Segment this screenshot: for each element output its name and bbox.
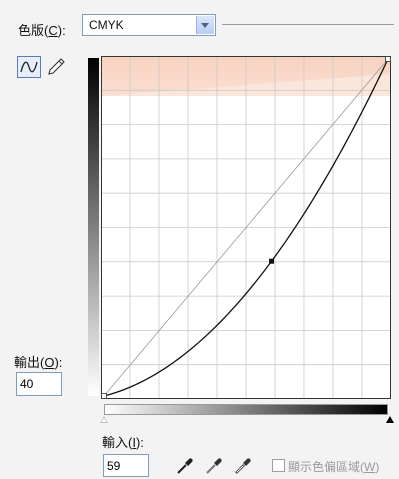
gray-eyedropper-icon bbox=[206, 458, 222, 474]
white-eyedropper-icon bbox=[235, 458, 251, 474]
input-field[interactable] bbox=[103, 454, 149, 477]
black-eyedropper-button[interactable] bbox=[175, 456, 195, 476]
curve-tool-button[interactable] bbox=[17, 56, 41, 78]
white-eyedropper-button[interactable] bbox=[233, 456, 253, 476]
curve-endpoint-end[interactable] bbox=[385, 56, 391, 62]
curve-control-point[interactable] bbox=[269, 258, 275, 264]
black-point-slider[interactable] bbox=[386, 416, 394, 423]
show-clipping-checkbox[interactable] bbox=[272, 459, 285, 472]
pencil-tool-button[interactable] bbox=[45, 56, 67, 78]
white-point-slider[interactable] bbox=[100, 416, 108, 423]
graph-border bbox=[101, 56, 391, 399]
chevron-down-icon[interactable] bbox=[196, 16, 214, 34]
baseline-diagonal bbox=[103, 58, 389, 397]
curve-graph[interactable] bbox=[101, 56, 391, 399]
output-label: 輸出(O): bbox=[14, 355, 63, 370]
black-eyedropper-icon bbox=[177, 458, 193, 474]
input-gradient-strip bbox=[104, 404, 388, 415]
gray-eyedropper-button[interactable] bbox=[204, 456, 224, 476]
input-label: 輸入(I): bbox=[102, 435, 144, 450]
separator-line bbox=[222, 24, 394, 25]
show-clipping-label: 顯示色偏區域(W) bbox=[288, 460, 380, 474]
curve-endpoint-start[interactable] bbox=[101, 393, 107, 399]
channel-select[interactable]: CMYK bbox=[82, 14, 216, 36]
channel-label: 色版(C): bbox=[18, 23, 66, 38]
pencil-icon bbox=[48, 58, 65, 75]
output-gradient-strip bbox=[88, 58, 99, 396]
curve-line[interactable] bbox=[103, 58, 389, 397]
output-field[interactable] bbox=[16, 372, 62, 396]
curve-icon bbox=[20, 61, 38, 73]
channel-value: CMYK bbox=[89, 18, 124, 32]
